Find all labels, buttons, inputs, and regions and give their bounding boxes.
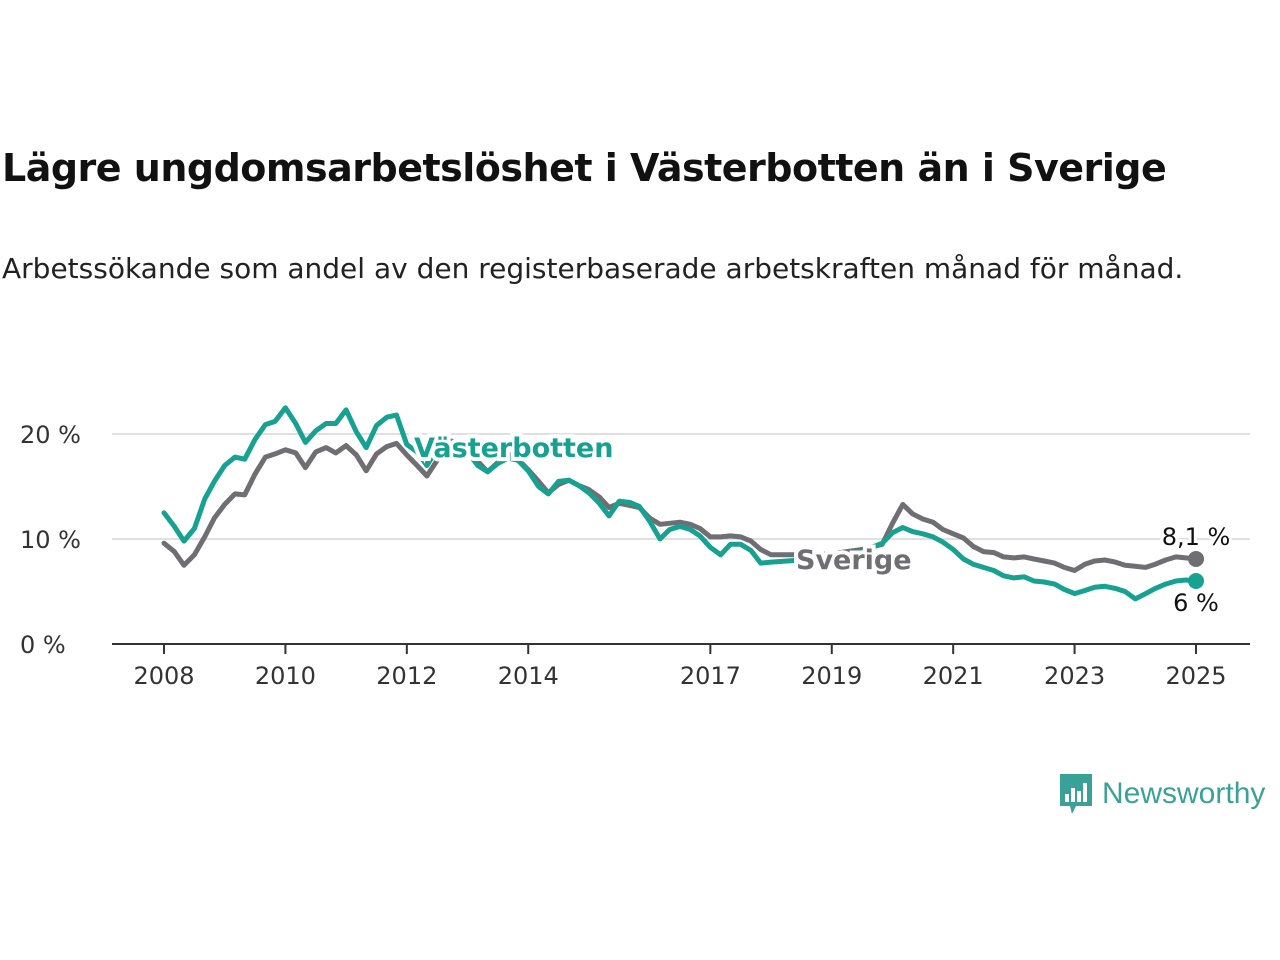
x-tick-label: 2019 <box>801 662 862 690</box>
y-tick-label: 0 % <box>20 631 66 659</box>
chart-bars-icon <box>1058 772 1094 816</box>
x-tick-label: 2010 <box>255 662 316 690</box>
series-label-sverige: Sverige <box>796 545 912 576</box>
series-line-vasterbotten <box>164 408 1196 599</box>
x-tick-label: 2023 <box>1044 662 1105 690</box>
y-tick-label: 10 % <box>20 526 81 554</box>
y-tick-label: 20 % <box>20 421 81 449</box>
end-point-vasterbotten <box>1188 573 1204 589</box>
x-tick-label: 2012 <box>376 662 437 690</box>
line-chart: 0 % 10 % 20 % 2008 2010 2012 2014 2017 2019 2021 2… <box>0 0 1280 960</box>
x-tick-label: 2021 <box>923 662 984 690</box>
series-label-vasterbotten: Västerbotten <box>414 433 613 464</box>
x-tick-label: 2014 <box>498 662 559 690</box>
end-value-label-sverige: 8,1 % <box>1162 523 1231 551</box>
x-tick-label: 2008 <box>133 662 194 690</box>
series-line-sverige <box>164 443 1196 570</box>
brand-name: Newsworthy <box>1102 777 1265 811</box>
x-tick-label: 2017 <box>680 662 741 690</box>
end-value-label-vasterbotten: 6 % <box>1173 589 1219 617</box>
x-tick-label: 2025 <box>1165 662 1226 690</box>
end-point-sverige <box>1188 551 1204 567</box>
brand-logo[interactable]: Newsworthy <box>1058 772 1265 816</box>
